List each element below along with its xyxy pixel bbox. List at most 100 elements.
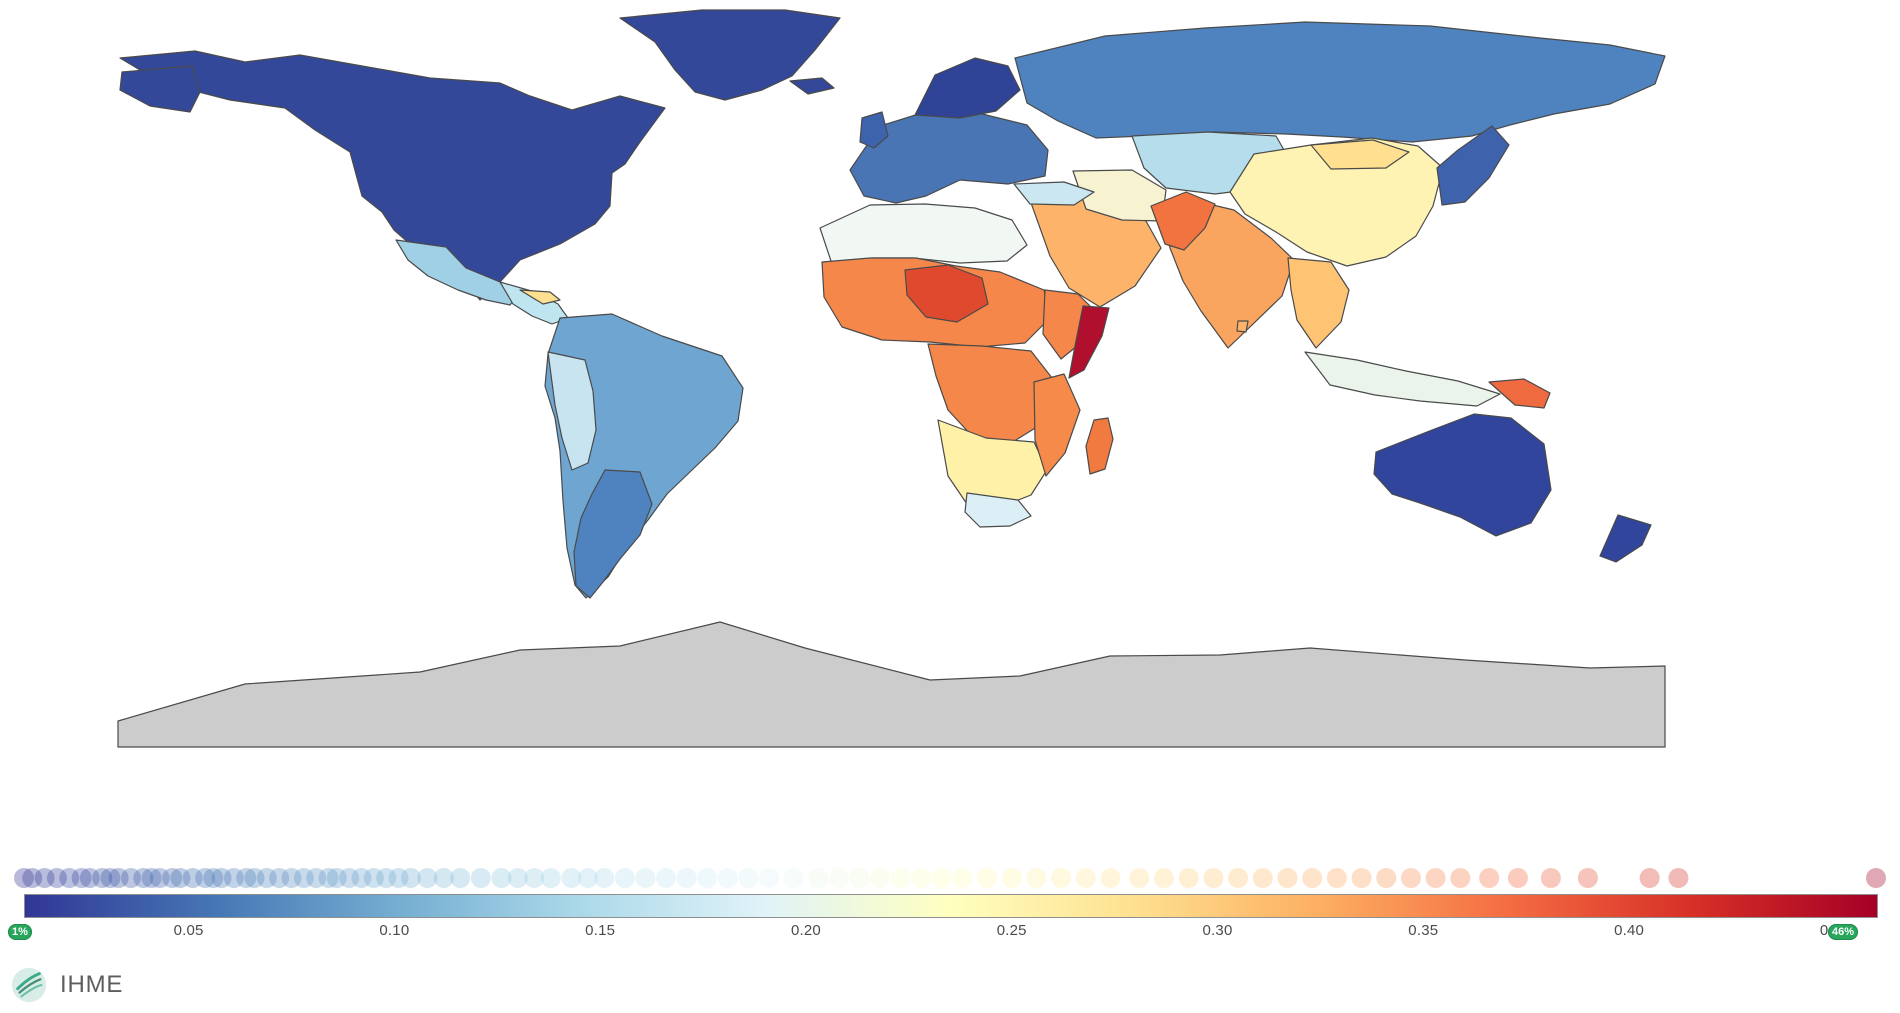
distribution-dot-46	[594, 868, 615, 888]
distribution-dot-79	[1351, 868, 1372, 888]
distribution-dot-39	[470, 868, 491, 888]
distribution-dot-26	[293, 868, 314, 888]
distribution-dot-63	[952, 868, 973, 888]
china-region[interactable]	[1229, 137, 1444, 267]
distribution-dot-31	[351, 868, 372, 888]
somalia-region[interactable]	[1068, 305, 1110, 379]
southern-africa-region[interactable]	[937, 419, 1048, 509]
distribution-dot-88	[1639, 868, 1660, 888]
color-scale-axis: 0.050.100.150.200.250.300.350.400.45	[0, 922, 1900, 948]
distribution-dot-41	[507, 868, 528, 888]
legend-tick-7: 0.40	[1614, 922, 1645, 939]
legend-tick-1: 0.10	[379, 922, 410, 939]
scale-min-handle[interactable]: 1%	[8, 924, 32, 940]
ihme-logo-icon	[11, 967, 47, 1003]
distribution-dot-76	[1277, 868, 1298, 888]
distribution-dot-0	[14, 868, 34, 888]
distribution-dot-59	[870, 868, 891, 888]
nordic-region[interactable]	[914, 57, 1021, 119]
british-isles-region[interactable]	[859, 111, 889, 149]
scale-max-handle[interactable]: 46%	[1828, 924, 1859, 940]
distribution-dot-53	[738, 868, 759, 888]
distribution-dot-69	[1100, 868, 1121, 888]
distribution-dot-33	[376, 868, 397, 888]
distribution-dot-4	[59, 868, 80, 888]
distribution-dot-23	[256, 868, 277, 888]
distribution-dot-19	[211, 868, 232, 888]
distribution-dot-73	[1203, 868, 1224, 888]
distribution-dot-56	[808, 868, 829, 888]
distribution-dot-8	[100, 868, 121, 888]
new-zealand-region[interactable]	[1599, 514, 1652, 563]
distribution-dot-70	[1129, 868, 1150, 888]
distribution-dot-7	[92, 868, 113, 888]
distribution-dot-55	[783, 868, 804, 888]
nigeria-chad-region[interactable]	[904, 264, 989, 323]
distribution-dot-75	[1252, 868, 1273, 888]
distribution-dot-82	[1425, 868, 1446, 888]
australia-region[interactable]	[1373, 413, 1552, 537]
distribution-dot-83	[1450, 868, 1471, 888]
legend-tick-4: 0.25	[996, 922, 1027, 939]
legend-tick-2: 0.15	[585, 922, 616, 939]
distribution-dot-13	[149, 868, 170, 888]
mexico-region[interactable]	[395, 239, 521, 306]
distribution-dot-34	[388, 868, 409, 888]
russia-region[interactable]	[1014, 21, 1666, 143]
distribution-dot-38	[450, 868, 471, 888]
distribution-dot-68	[1075, 868, 1096, 888]
distribution-dot-47	[614, 868, 635, 888]
legend-tick-0: 0.05	[173, 922, 204, 939]
north-america-region[interactable]	[119, 50, 666, 301]
distribution-dot-45	[577, 868, 598, 888]
distribution-dot-21	[236, 868, 257, 888]
legend-tick-5: 0.30	[1202, 922, 1233, 939]
antarctica-region	[117, 621, 1666, 748]
southeast-asia-region[interactable]	[1287, 257, 1350, 349]
distribution-dot-25	[281, 868, 302, 888]
distribution-dot-17	[195, 868, 216, 888]
distribution-dot-15	[170, 868, 191, 888]
central-africa-region[interactable]	[927, 343, 1057, 444]
distribution-dot-48	[635, 868, 656, 888]
distribution-dot-77	[1302, 868, 1323, 888]
caribbean-region[interactable]	[519, 289, 561, 305]
distribution-dot-64	[977, 868, 998, 888]
caspian-caucasus-region[interactable]	[1013, 181, 1095, 206]
mongolia-region[interactable]	[1310, 139, 1410, 170]
distribution-dot-18	[203, 868, 224, 888]
distribution-dot-10	[121, 868, 142, 888]
madagascar-region[interactable]	[1085, 417, 1114, 475]
alaska-region[interactable]	[119, 65, 201, 113]
distribution-dot-16	[182, 868, 203, 888]
brand-area: IHME	[10, 962, 123, 1008]
distribution-dot-5	[71, 868, 92, 888]
legend-section: 0.050.100.150.200.250.300.350.400.45 1% …	[0, 860, 1900, 960]
maritime-asia-region[interactable]	[1304, 351, 1501, 407]
iceland-region[interactable]	[789, 77, 835, 95]
distribution-dot-80	[1376, 868, 1397, 888]
world-choropleth-map	[117, 9, 1666, 748]
distribution-dot-60	[890, 868, 911, 888]
greenland-region[interactable]	[619, 9, 841, 101]
andes-region[interactable]	[547, 351, 597, 471]
korea-japan-region[interactable]	[1436, 125, 1510, 206]
distribution-dot-22	[244, 868, 265, 888]
distribution-dot-72	[1178, 868, 1199, 888]
distribution-dot-20	[223, 868, 244, 888]
new-guinea-region[interactable]	[1488, 378, 1551, 409]
distribution-dot-85	[1507, 868, 1528, 888]
north-africa-region[interactable]	[819, 203, 1028, 265]
distribution-dot-9	[108, 868, 129, 888]
distribution-dot-37	[433, 868, 454, 888]
distribution-dot-32	[363, 868, 384, 888]
east-africa-region[interactable]	[1033, 373, 1081, 477]
distribution-dot-67	[1051, 868, 1072, 888]
distribution-dot-36	[417, 868, 438, 888]
pakistan-afghanistan-region[interactable]	[1150, 191, 1216, 251]
south-africa-region[interactable]	[964, 492, 1032, 528]
southern-cone-region[interactable]	[573, 469, 653, 599]
distribution-dot-71	[1154, 868, 1175, 888]
distribution-dot-42	[524, 868, 545, 888]
